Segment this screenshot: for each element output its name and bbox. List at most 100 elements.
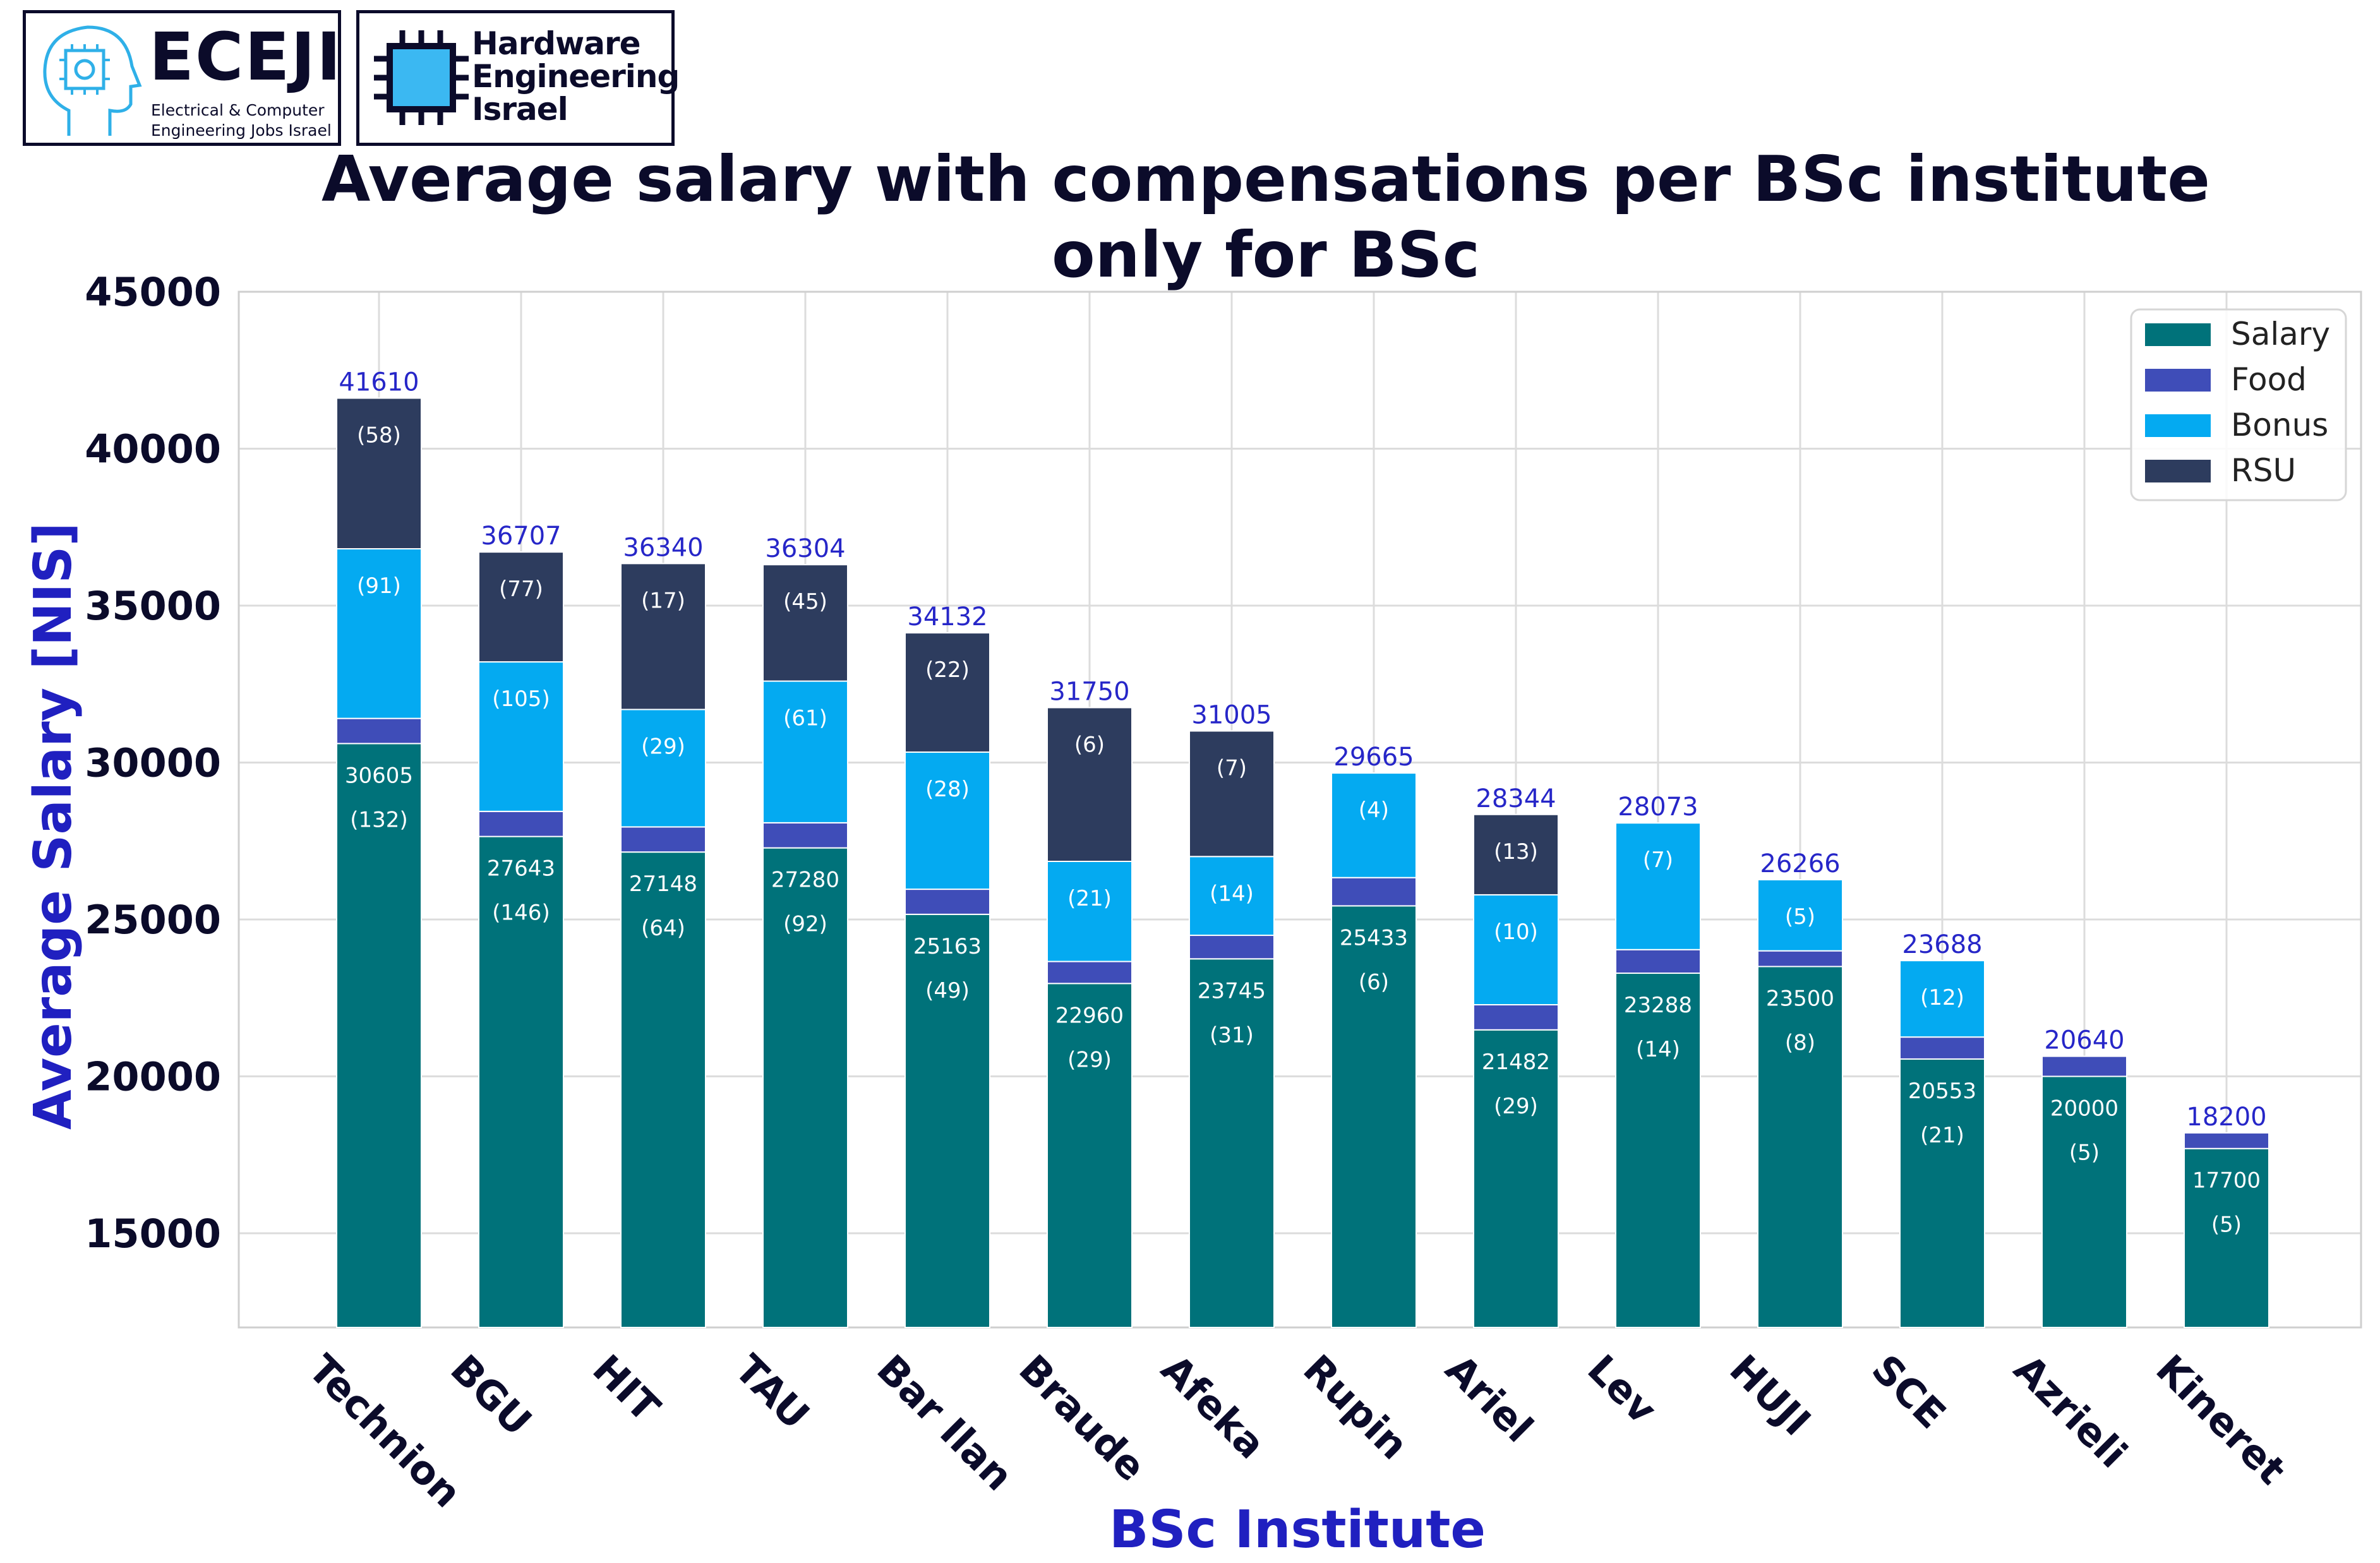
bar-segment-bonus: [336, 548, 422, 719]
segment-count-label-bonus: (21): [1067, 886, 1112, 911]
y-axis-label: Average Salary [NIS]: [23, 522, 83, 1130]
segment-count-label-bonus: (14): [1210, 881, 1254, 906]
legend-swatch-salary: [2145, 323, 2211, 346]
legend-swatch-rsu: [2145, 460, 2211, 482]
bar-segment-salary: [1047, 983, 1133, 1328]
bar-segment-salary: [1473, 1029, 1559, 1328]
microchip-icon: [374, 30, 469, 125]
segment-count-label-bonus: (7): [1643, 847, 1673, 873]
total-value-label: 31750: [1049, 677, 1129, 706]
total-value-label: 29665: [1333, 743, 1414, 772]
hei-logo-text: Hardware Engineering Israel: [472, 25, 680, 126]
x-tick-label: Bar Ilan: [868, 1346, 1022, 1500]
segment-count-label-rsu: (7): [1217, 756, 1247, 781]
total-value-label: 36707: [481, 522, 561, 551]
bar-segment-bonus: [1331, 772, 1417, 878]
salary-value-label: 25433: [1340, 925, 1408, 950]
y-tick-label: 25000: [85, 897, 221, 943]
bar-segment-salary: [905, 913, 990, 1328]
y-tick-label: 45000: [85, 269, 221, 315]
head-chip-icon: [43, 25, 142, 136]
legend: Salary Food Bonus RSU: [2130, 308, 2347, 501]
salary-value-label: 20000: [2050, 1096, 2119, 1121]
segment-count-label-rsu: (13): [1494, 839, 1538, 865]
bar-segment-bonus: [1615, 822, 1701, 950]
hardware-engineering-israel-logo: Hardware Engineering Israel: [356, 10, 680, 146]
segment-count-label-rsu: (45): [783, 589, 827, 614]
y-axis: 15000 20000 25000 30000 35000 40000 45000: [85, 269, 221, 1257]
eceji-logo-subtitle: Electrical & Computer Engineering Jobs I…: [151, 100, 332, 141]
bar-segment-bonus: [620, 709, 706, 828]
bar-segment-food: [620, 826, 706, 853]
bars: 30605 (132) (91) (58) 41610 27643 (146) (105) (7…: [336, 368, 2269, 1329]
bar-segment-salary: [620, 851, 706, 1328]
bar-segment-food: [1473, 1004, 1559, 1031]
salary-count-label: (31): [1210, 1022, 1254, 1048]
bar-segment-rsu: [478, 551, 564, 663]
salary-count-label: (5): [2211, 1213, 2242, 1238]
bar-segment-salary: [336, 743, 422, 1329]
bar-segment-rsu: [905, 632, 990, 753]
bar-segment-food: [1047, 961, 1133, 985]
eceji-logo-line1: Electrical & Computer: [151, 101, 325, 119]
x-axis-label: BSc Institute: [1109, 1500, 1486, 1560]
salary-count-label: (29): [1067, 1047, 1112, 1072]
x-tick-label: HUJI: [1721, 1346, 1820, 1445]
salary-value-label: 25163: [913, 934, 982, 959]
bar-segment-salary: [1899, 1058, 1985, 1328]
segment-count-label-bonus: (105): [492, 686, 550, 712]
bar-segment-bonus: [1473, 894, 1559, 1006]
salary-count-label: (21): [1920, 1123, 1964, 1148]
bar-segment-salary: [1757, 966, 1843, 1328]
bar-segment-rsu: [1047, 707, 1133, 863]
salary-count-label: (29): [1494, 1094, 1538, 1119]
segment-count-label-rsu: (77): [499, 577, 543, 602]
total-value-label: 23688: [1902, 930, 1982, 959]
salary-count-label: (49): [925, 978, 970, 1003]
bar-segment-food: [905, 889, 990, 915]
salary-count-label: (92): [783, 912, 827, 937]
salary-count-label: (14): [1636, 1037, 1680, 1062]
bar-segment-food: [2184, 1132, 2269, 1149]
bar-segment-rsu: [1189, 730, 1275, 858]
eceji-logo: ECEJI Electrical & Computer Engineering …: [23, 10, 341, 146]
legend-label-food: Food: [2231, 361, 2307, 398]
segment-count-label-bonus: (5): [1785, 904, 1815, 930]
salary-value-label: 20553: [1908, 1079, 1976, 1104]
bar-segment-food: [1615, 949, 1701, 974]
legend-frame: [2130, 308, 2347, 501]
total-value-label: 36304: [765, 534, 845, 563]
total-value-label: 28344: [1475, 784, 1556, 813]
total-value-label: 18200: [2186, 1103, 2266, 1132]
segment-count-label-bonus: (12): [1920, 985, 1964, 1010]
bar-segment-food: [1899, 1036, 1985, 1060]
bar-segment-rsu: [762, 564, 848, 682]
bar-segment-bonus: [1047, 861, 1133, 962]
salary-value-label: 21482: [1482, 1050, 1550, 1075]
x-tick-label: Rupin: [1294, 1346, 1417, 1468]
bar-segment-salary: [2184, 1147, 2269, 1329]
bar-segment-salary: [1331, 905, 1417, 1329]
salary-value-label: 27280: [771, 868, 839, 893]
y-tick-label: 40000: [85, 426, 221, 472]
x-tick-label: HIT: [584, 1346, 669, 1431]
bar-segment-food: [1189, 935, 1275, 960]
total-value-label: 28073: [1618, 793, 1698, 822]
hei-logo-line1: Hardware: [472, 25, 641, 62]
salary-count-label: (5): [2069, 1140, 2100, 1165]
total-value-label: 20640: [2044, 1026, 2124, 1055]
segment-count-label-rsu: (6): [1074, 732, 1105, 757]
salary-value-label: 30605: [345, 763, 413, 788]
bar-segment-salary: [478, 835, 564, 1328]
eceji-logo-line2: Engineering Jobs Israel: [151, 121, 332, 140]
bar-segment-rsu: [620, 563, 706, 710]
bar-segment-salary: [2041, 1075, 2127, 1328]
bar-segment-bonus: [1899, 960, 1985, 1038]
salary-count-label: (132): [350, 807, 407, 832]
hei-logo-line2: Engineering: [472, 58, 680, 95]
bar-segment-bonus: [905, 751, 990, 890]
salary-count-label: (146): [492, 901, 550, 926]
total-value-label: 41610: [339, 368, 419, 397]
